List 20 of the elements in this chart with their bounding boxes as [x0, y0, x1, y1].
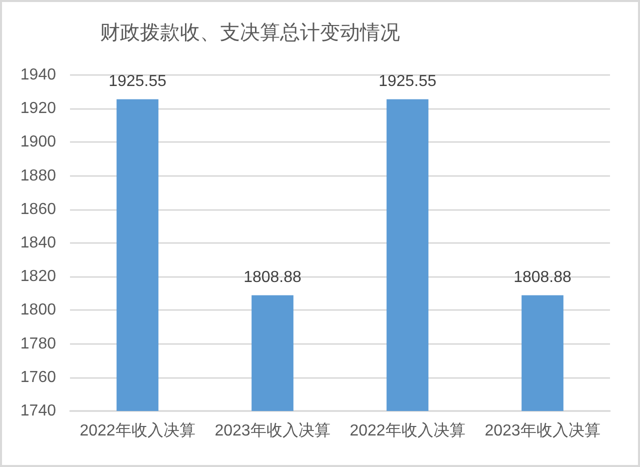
data-label: 1925.55: [378, 72, 437, 90]
y-tick-label: 1820: [20, 268, 56, 286]
x-tick-label: 2023年收入决算: [214, 422, 330, 440]
y-tick-label: 1840: [20, 234, 56, 252]
x-tick-label: 2022年收入决算: [350, 422, 466, 440]
y-tick-label: 1760: [20, 368, 56, 386]
y-tick-label: 1780: [20, 335, 56, 352]
x-tick-label: 2022年收入决算: [80, 422, 196, 440]
y-tick-label: 1900: [20, 134, 56, 151]
chart-title: 财政拨款收、支决算总计变动情况: [100, 22, 400, 44]
y-tick-label: 1880: [20, 167, 56, 184]
y-tick-label: 1800: [20, 302, 56, 319]
y-tick-label: 1860: [20, 200, 56, 218]
data-label: 1808.88: [244, 268, 302, 286]
y-tick-label: 1920: [20, 100, 56, 118]
data-label: 1808.88: [514, 268, 572, 286]
y-tick-label: 1740: [20, 402, 56, 420]
x-tick-label: 2023年收入决算: [484, 422, 600, 440]
y-tick-label: 1940: [20, 66, 56, 84]
data-label: 1925.55: [108, 72, 167, 90]
